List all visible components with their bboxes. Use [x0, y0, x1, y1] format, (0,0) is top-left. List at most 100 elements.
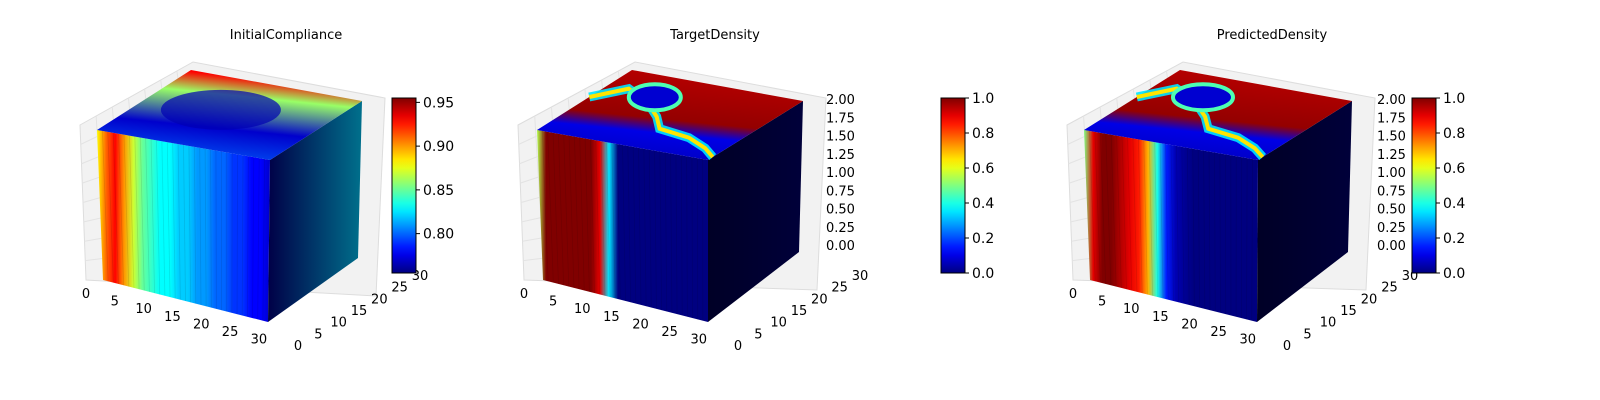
voxel-column-edge [691, 157, 693, 319]
voxel-column-edge [552, 132, 559, 284]
voxel-column-edge [1197, 149, 1200, 308]
voxel-column-edge [670, 153, 673, 313]
x-tick-label: 10 [574, 302, 591, 317]
voxel-column-edge [616, 144, 621, 300]
y-tick-label: 10 [1320, 316, 1337, 331]
colorbar-gradient [391, 97, 417, 274]
y-tick-label: 10 [330, 316, 347, 331]
voxel-column-edge [193, 146, 197, 304]
front-face [537, 130, 708, 322]
x-tick-label: 5 [1098, 295, 1106, 310]
colorbar-gradient [1411, 97, 1437, 274]
voxel-column-edge [118, 133, 125, 286]
voxel-column-edge [1148, 141, 1154, 296]
voxel-column-edge [262, 159, 265, 321]
voxel-column-edge [648, 149, 652, 308]
y-tick-label: 0 [1283, 339, 1291, 354]
side-face [708, 101, 803, 322]
voxel-column-edge [547, 131, 554, 283]
colorbar: 0.0 0.2 0.4 0.6 0.8 1.0 [940, 91, 994, 282]
x-axis: 0 5 10 15 20 25 30 [1069, 287, 1256, 348]
voxel-column-edge [1203, 150, 1206, 309]
colorbar-tick-label: 0.2 [1443, 231, 1465, 247]
z-tick-label: 2.00 [1377, 93, 1406, 108]
x-tick-label: 30 [691, 333, 708, 348]
voxel-columns [102, 130, 265, 321]
x-tick-label: 30 [251, 333, 268, 348]
voxel-column-edge [145, 138, 150, 292]
colorbar-tick-label: 0.2 [972, 231, 994, 247]
colorbar-tick-label: 0.6 [972, 161, 994, 177]
voxel-column-edge [112, 132, 119, 284]
voxel-column-edge [622, 144, 626, 302]
x-tick-label: 25 [222, 325, 239, 340]
z-tick-label: 0.25 [1377, 221, 1406, 236]
y-tick-label: 25 [391, 281, 408, 296]
voxel-column-edge [1137, 139, 1143, 294]
x-tick-label: 25 [1210, 325, 1227, 340]
z-tick-label: 1.00 [826, 166, 855, 181]
voxel-column-edge [123, 134, 130, 287]
y-tick-label: 0 [294, 339, 302, 354]
x-tick-label: 30 [1240, 333, 1257, 348]
voxel-column-edge [664, 152, 668, 312]
y-tick-label: 25 [1381, 281, 1398, 296]
z-tick-label: 0.00 [1377, 239, 1406, 254]
voxel-column-edge [129, 135, 135, 288]
voxel-column-edge [215, 150, 217, 309]
y-tick-label: 5 [1303, 327, 1311, 342]
voxel-column-edge [150, 139, 155, 294]
y-tick-label: 30 [852, 269, 869, 284]
voxel-column-edge [1154, 142, 1159, 298]
voxel-column-edge [574, 136, 580, 290]
voxel-column-edge [1192, 148, 1195, 307]
voxel-column-edge [204, 148, 207, 307]
x-tick-label: 15 [1152, 310, 1169, 325]
voxel-column-edge [1170, 144, 1174, 302]
voxel-column-edge [643, 148, 647, 307]
voxel-column-edge [139, 137, 145, 291]
voxel-column-edge [156, 140, 161, 295]
colorbar-tick-label: 0.4 [972, 196, 994, 212]
z-tick-label: 0.25 [826, 221, 855, 236]
voxel-column-edge [595, 140, 601, 295]
side-face [1257, 101, 1352, 322]
x-tick-label: 0 [82, 287, 90, 302]
voxel-column-edge [210, 149, 212, 308]
void-region [1170, 82, 1235, 113]
voxel-column-edge [606, 142, 611, 298]
voxel-column-edge [638, 147, 642, 305]
y-tick-label: 15 [791, 304, 808, 319]
voxel-column-edge [686, 156, 688, 317]
x-tick-label: 20 [632, 317, 649, 332]
z-tick-label: 0.00 [826, 239, 855, 254]
voxel-column-edge [627, 145, 632, 303]
z-axis: 0.00 0.25 0.50 0.75 1.00 1.25 1.50 1.75 2.00 [1377, 93, 1406, 254]
voxel-column-edge [161, 141, 166, 296]
chart-title: PredictedDensity [1217, 28, 1328, 43]
front-face [1084, 130, 1258, 322]
voxel-column-edge [1219, 153, 1221, 313]
front-face [97, 130, 270, 322]
voxel-columns [541, 130, 704, 321]
colorbar-gradient [940, 97, 966, 274]
voxel-column-edge [680, 155, 683, 316]
voxel-column-edge [1143, 140, 1148, 295]
voxel-column-edge [107, 131, 114, 283]
voxel-column-edge [1208, 151, 1211, 311]
z-tick-label: 0.75 [1377, 184, 1406, 199]
voxel-column-edge [541, 130, 549, 282]
x-tick-label: 25 [661, 325, 678, 340]
voxel-column-edge [1116, 135, 1122, 288]
colorbar-tick-label: 1.0 [1443, 91, 1465, 107]
voxel-column-edge [241, 155, 244, 316]
x-tick-label: 15 [603, 310, 620, 325]
chart-title: InitialCompliance [230, 28, 343, 43]
voxel-column-edge [654, 150, 657, 309]
voxel-column-edge [172, 143, 176, 299]
z-tick-label: 1.75 [1377, 111, 1406, 126]
x-tick-label: 10 [135, 302, 152, 317]
voxel-column-edge [1251, 159, 1253, 321]
